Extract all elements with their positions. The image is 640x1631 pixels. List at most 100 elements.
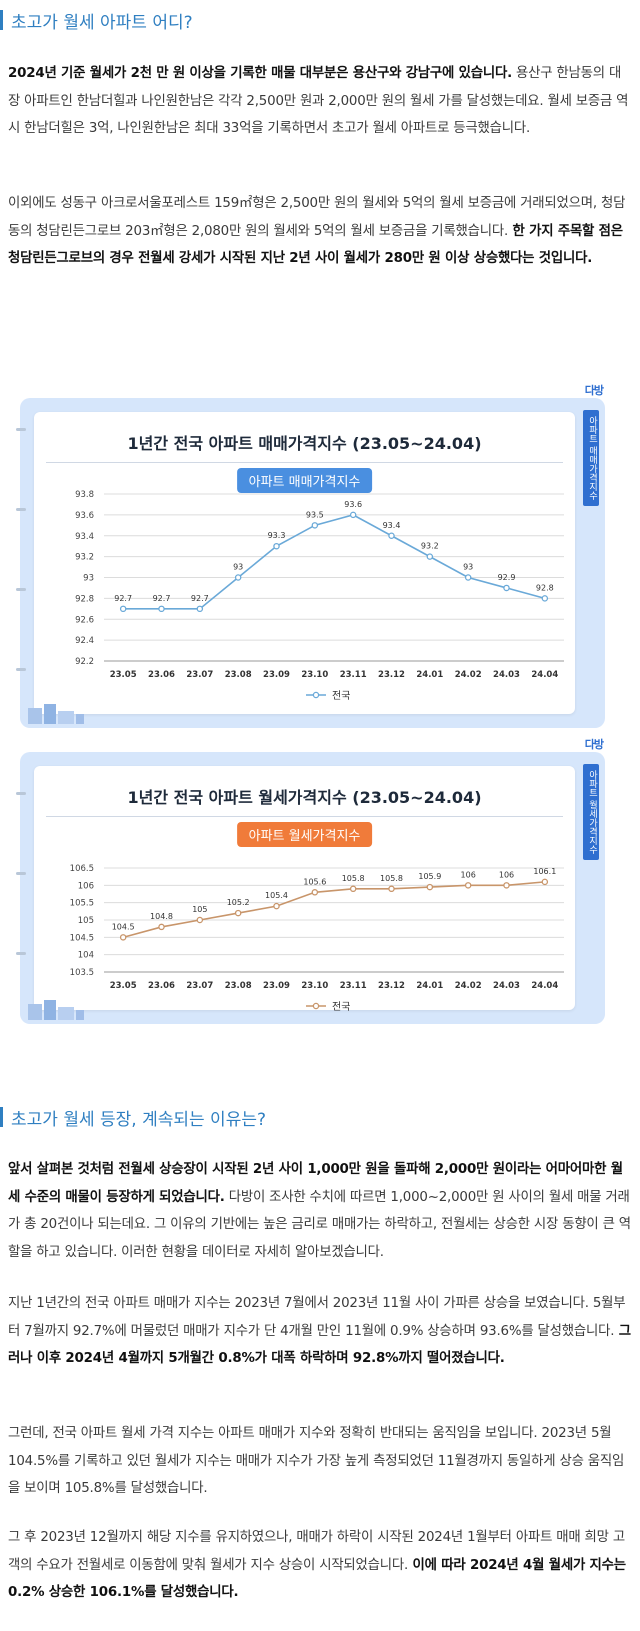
paragraph-2: 이외에도 성동구 아크로서울포레스트 159㎡형은 2,500만 원의 월세와 … bbox=[8, 190, 632, 273]
chart-panel: 1년간 전국 아파트 매매가격지수 (23.05~24.04) 아파트 매매가격… bbox=[34, 412, 575, 714]
data-label: 104.8 bbox=[150, 912, 173, 921]
data-label: 92.7 bbox=[191, 594, 209, 603]
data-point bbox=[234, 909, 242, 917]
y-tick-label: 93.4 bbox=[75, 532, 94, 542]
data-label: 105.8 bbox=[342, 874, 365, 883]
x-tick-label: 23.10 bbox=[301, 670, 328, 680]
series-line bbox=[122, 881, 545, 939]
x-tick-label: 24.01 bbox=[416, 981, 443, 991]
data-label: 93.3 bbox=[268, 531, 286, 540]
data-label: 93 bbox=[233, 563, 243, 572]
series-line bbox=[123, 514, 546, 610]
paragraph-bold: 앞서 살펴본 것처럼 전월세 상승장이 시작된 2년 사이 1,000만 원을 … bbox=[8, 1162, 623, 1205]
legend-label: 전국 bbox=[332, 1001, 350, 1013]
data-point bbox=[158, 605, 165, 613]
data-point bbox=[503, 584, 510, 592]
data-point bbox=[541, 595, 549, 602]
x-tick-label: 23.09 bbox=[263, 670, 290, 680]
heading-text: 초고가 월세 등장, 계속되는 이유는? bbox=[11, 1110, 267, 1130]
paragraph-text: 용산구 한남동의 대장 아파트인 한남더힐과 나인원한남은 각각 2,500만 … bbox=[8, 66, 629, 136]
y-tick-label: 92.4 bbox=[75, 636, 94, 646]
data-point bbox=[311, 889, 319, 896]
legend-marker bbox=[312, 1002, 320, 1010]
data-point bbox=[196, 916, 204, 924]
x-tick-label: 23.05 bbox=[110, 981, 137, 991]
data-label: 105.8 bbox=[380, 874, 403, 883]
binder-ring bbox=[16, 872, 26, 875]
y-tick-label: 104.5 bbox=[70, 933, 94, 943]
paragraph-text: 지난 1년간의 전국 아파트 매매가 지수는 2023년 7월에서 2023년 … bbox=[8, 1296, 626, 1339]
paragraph-5: 그런데, 전국 아파트 월세 가격 지수는 아파트 매매가 지수와 정확히 반대… bbox=[8, 1420, 632, 1503]
x-tick-label: 24.02 bbox=[455, 981, 482, 991]
heading-text: 초고가 월세 아파트 어디? bbox=[11, 13, 193, 33]
building-illustration bbox=[28, 704, 84, 724]
paragraph-bold: 2024년 기준 월세가 2천 만 원 이상을 기록한 매물 대부분은 용산구와… bbox=[8, 66, 512, 81]
side-tab-label: 아파트 월세가격지수 bbox=[583, 764, 599, 860]
paragraph-1: 2024년 기준 월세가 2천 만 원 이상을 기록한 매물 대부분은 용산구와… bbox=[8, 60, 632, 143]
binder-ring bbox=[16, 588, 26, 591]
binder-ring bbox=[16, 428, 26, 431]
y-tick-label: 103.5 bbox=[70, 968, 94, 978]
chart-panel: 1년간 전국 아파트 월세가격지수 (23.05~24.04) 아파트 월세가격… bbox=[34, 766, 575, 1013]
data-point bbox=[119, 605, 127, 613]
data-label: 92.8 bbox=[536, 583, 554, 592]
legend-marker bbox=[312, 691, 320, 699]
data-point bbox=[311, 522, 319, 529]
title-divider bbox=[46, 462, 563, 463]
data-point bbox=[503, 882, 510, 889]
data-label: 105.2 bbox=[227, 898, 250, 907]
data-point bbox=[426, 553, 434, 560]
building-illustration bbox=[28, 1000, 84, 1020]
data-label: 105.4 bbox=[265, 891, 288, 900]
data-label: 105.9 bbox=[418, 872, 441, 881]
data-point bbox=[273, 902, 280, 910]
data-point bbox=[388, 532, 395, 540]
paragraph-text: 그 후 2023년 12월까지 해당 지수를 유지하였으나, 매매가 하락이 시… bbox=[8, 1530, 625, 1573]
data-point bbox=[464, 882, 472, 889]
x-tick-label: 24.04 bbox=[531, 670, 558, 680]
data-point bbox=[234, 574, 242, 581]
x-tick-label: 23.07 bbox=[186, 670, 213, 680]
data-point bbox=[158, 923, 165, 931]
binder-ring bbox=[16, 668, 26, 671]
data-label: 104.5 bbox=[112, 922, 135, 931]
chart-card-sale: 다방 아파트 매매가격지수 1년간 전국 아파트 매매가격지수 (23.05~2… bbox=[16, 384, 605, 728]
paragraph-4: 지난 1년간의 전국 아파트 매매가 지수는 2023년 7월에서 2023년 … bbox=[8, 1290, 632, 1373]
data-point bbox=[196, 605, 204, 613]
paragraph-text: 다방이 조사한 수치에 따르면 1,000~2,000만 원 사이의 월세 매물… bbox=[8, 1189, 631, 1260]
data-label: 105.6 bbox=[303, 877, 326, 886]
y-tick-label: 93.2 bbox=[75, 553, 94, 563]
x-tick-label: 24.02 bbox=[455, 670, 482, 680]
data-label: 92.7 bbox=[114, 594, 132, 603]
dabang-logo: 다방 bbox=[584, 384, 604, 397]
line-chart-rent: 106.5 106 105.5 105 104.5 104 103.5 23.05 23.06 2… bbox=[70, 864, 564, 1013]
paragraph-6: 그 후 2023년 12월까지 해당 지수를 유지하였으나, 매매가 하락이 시… bbox=[8, 1524, 632, 1607]
x-tick-label: 23.12 bbox=[378, 670, 405, 680]
data-label: 106 bbox=[461, 870, 476, 879]
data-point bbox=[273, 542, 280, 550]
y-tick-label: 93.8 bbox=[75, 490, 94, 500]
x-tick-label: 23.06 bbox=[148, 981, 175, 991]
x-tick-label: 23.12 bbox=[378, 981, 405, 991]
paragraph-bold: 한 가지 주목할 점은 청담린든그로브의 경우 전월세 강세가 시작된 지난 2… bbox=[8, 223, 623, 267]
legend-label: 전국 bbox=[332, 690, 350, 702]
y-tick-label: 92.8 bbox=[75, 594, 94, 604]
dabang-logo: 다방 bbox=[584, 738, 604, 751]
x-tick-label: 24.03 bbox=[493, 670, 520, 680]
paragraph-bold: 이에 따라 2024년 4월 월세가 지수는 0.2% 상승한 106.1%를 … bbox=[8, 1557, 626, 1601]
y-tick-label: 105 bbox=[78, 916, 94, 926]
heading-accent-bar bbox=[0, 1107, 3, 1127]
paragraph-text: 그런데, 전국 아파트 월세 가격 지수는 아파트 매매가 지수와 정확히 반대… bbox=[8, 1426, 625, 1496]
paragraph-bold: 그러나 이후 2024년 4월까지 5개월간 0.8%가 대폭 하락하며 92.… bbox=[8, 1323, 631, 1367]
side-tab-label: 아파트 매매가격지수 bbox=[583, 410, 599, 506]
paragraph-3: 앞서 살펴본 것처럼 전월세 상승장이 시작된 2년 사이 1,000만 원을 … bbox=[8, 1156, 632, 1266]
data-label: 93.2 bbox=[421, 542, 439, 551]
line-chart-sale: 93.8 93.6 93.4 93.2 93 92.8 92.6 92.4 92.2 23.05 2… bbox=[75, 490, 564, 702]
y-tick-label: 104 bbox=[78, 951, 94, 961]
x-tick-label: 23.11 bbox=[340, 670, 367, 680]
data-point bbox=[388, 885, 395, 893]
section-heading-1: 초고가 월세 아파트 어디? bbox=[0, 8, 640, 33]
y-tick-label: 92.2 bbox=[75, 657, 94, 667]
x-tick-label: 23.09 bbox=[263, 981, 290, 991]
binder-ring bbox=[16, 952, 26, 955]
